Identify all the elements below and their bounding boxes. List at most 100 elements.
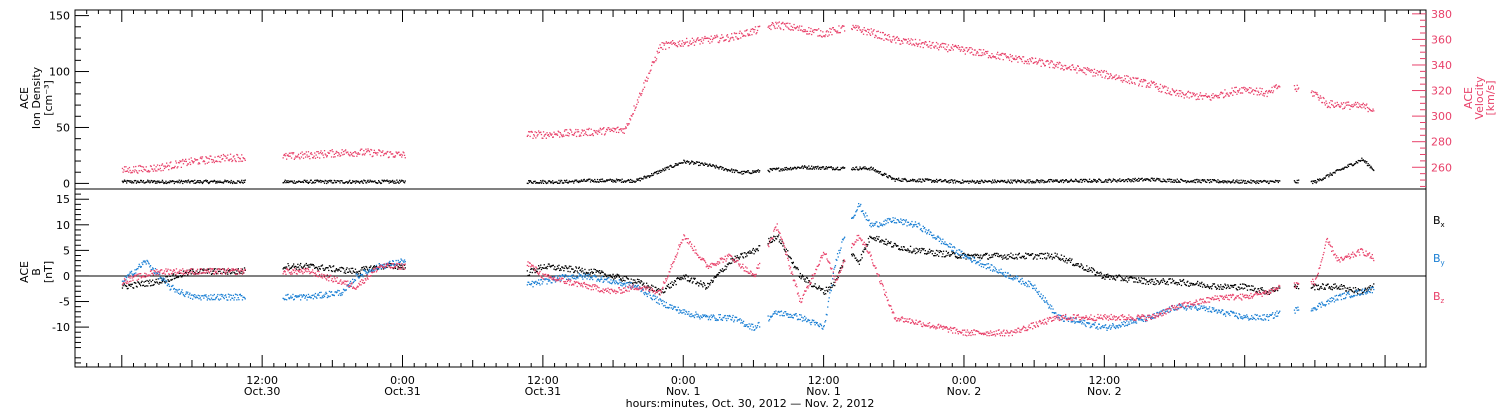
bx-series-point bbox=[826, 289, 828, 291]
velocity-series-point bbox=[1149, 86, 1151, 88]
by-series-point bbox=[348, 286, 350, 288]
by-series-point bbox=[393, 264, 395, 267]
density-series-point bbox=[563, 182, 565, 184]
density-series-point bbox=[931, 180, 933, 182]
velocity-series-point bbox=[807, 33, 809, 35]
velocity-series-point bbox=[618, 131, 620, 134]
by-series-point bbox=[608, 277, 610, 279]
density-series-point bbox=[754, 171, 756, 173]
velocity-series-point bbox=[1001, 52, 1003, 55]
velocity-series-point bbox=[142, 166, 145, 168]
velocity-series-point bbox=[533, 134, 535, 136]
bx-series-point bbox=[319, 268, 321, 270]
velocity-series-point bbox=[328, 152, 331, 154]
bx-series-point bbox=[994, 252, 996, 255]
density-series-point bbox=[1090, 181, 1092, 183]
velocity-series-point bbox=[919, 39, 921, 41]
velocity-series-point bbox=[1206, 95, 1208, 98]
velocity-series-point bbox=[194, 159, 197, 161]
by-series-point bbox=[563, 276, 566, 278]
density-series-point bbox=[1037, 179, 1039, 182]
density-series-point bbox=[691, 160, 693, 163]
velocity-series-point bbox=[142, 170, 144, 173]
bx-series-point bbox=[173, 278, 175, 280]
bx-series-point bbox=[555, 269, 557, 271]
bx-series-point bbox=[915, 247, 917, 249]
velocity-series-point bbox=[1093, 71, 1095, 74]
density-series-point bbox=[232, 180, 234, 183]
velocity-series-point bbox=[756, 32, 758, 34]
bx-series-point bbox=[987, 258, 989, 260]
by-series-point bbox=[365, 272, 367, 274]
bx-series-point bbox=[164, 281, 166, 283]
density-series-point bbox=[643, 175, 646, 177]
velocity-series-point bbox=[614, 129, 616, 131]
density-series-point bbox=[893, 178, 896, 180]
bx-series-point bbox=[123, 283, 125, 285]
bx-series-point bbox=[782, 245, 784, 247]
velocity-series-point bbox=[741, 33, 743, 35]
velocity-series-point bbox=[622, 128, 625, 130]
velocity-series-point bbox=[786, 26, 788, 28]
bx-series-point bbox=[904, 248, 906, 251]
bx-series-point bbox=[924, 250, 926, 252]
density-series-point bbox=[401, 180, 404, 182]
velocity-series-point bbox=[135, 165, 137, 168]
bx-series-point bbox=[635, 282, 637, 284]
velocity-series-point bbox=[1232, 90, 1235, 92]
velocity-series-point bbox=[907, 38, 910, 40]
density-series-point bbox=[1075, 179, 1077, 181]
velocity-series-point bbox=[183, 160, 185, 162]
velocity-series-point bbox=[1211, 97, 1213, 99]
density-series-point bbox=[669, 164, 672, 167]
velocity-series-point bbox=[578, 135, 580, 137]
bx-series-point bbox=[777, 236, 779, 238]
bx-series-point bbox=[234, 272, 236, 274]
velocity-series-point bbox=[652, 61, 654, 63]
density-series-point bbox=[199, 182, 201, 184]
bx-series-point bbox=[958, 254, 960, 256]
bx-series-point bbox=[363, 266, 365, 268]
density-series-point bbox=[876, 170, 878, 172]
density-series-point bbox=[623, 180, 625, 182]
velocity-series-point bbox=[168, 165, 171, 167]
bx-series-point bbox=[1319, 287, 1321, 290]
density-series-point bbox=[613, 180, 616, 183]
density-series-point bbox=[1182, 180, 1185, 182]
by-series-point bbox=[227, 299, 229, 301]
velocity-series-point bbox=[934, 45, 936, 47]
density-series-point bbox=[385, 180, 387, 182]
bx-series-point bbox=[552, 264, 554, 267]
bx-series-point bbox=[530, 268, 533, 270]
velocity-series-point bbox=[1079, 69, 1082, 71]
density-series-point bbox=[1133, 181, 1135, 183]
bx-series-point bbox=[1183, 281, 1185, 284]
velocity-series-point bbox=[778, 25, 780, 27]
density-series-point bbox=[1065, 179, 1067, 181]
density-series-point bbox=[589, 178, 591, 180]
bx-series-point bbox=[1108, 274, 1110, 277]
velocity-series-point bbox=[293, 152, 295, 154]
bx-series-point bbox=[389, 262, 391, 265]
velocity-series-point bbox=[675, 44, 677, 47]
density-series-point bbox=[607, 179, 609, 181]
density-series-point bbox=[596, 181, 598, 183]
velocity-series-point bbox=[947, 44, 950, 46]
density-series-point bbox=[1138, 177, 1140, 180]
bx-series-point bbox=[1316, 285, 1318, 287]
bx-series-point bbox=[615, 274, 617, 277]
bx-series-point bbox=[641, 281, 643, 283]
by-series-point bbox=[158, 278, 160, 280]
density-series-point bbox=[206, 180, 208, 183]
bx-series-point bbox=[1358, 290, 1360, 292]
bx-series-point bbox=[900, 246, 903, 248]
velocity-series-point bbox=[586, 128, 588, 130]
density-series-point bbox=[634, 181, 636, 183]
bx-series-point bbox=[144, 285, 146, 287]
density-series-point bbox=[330, 179, 333, 182]
density-series-point bbox=[1020, 179, 1023, 181]
bx-series-point bbox=[546, 268, 548, 270]
density-series-point bbox=[1368, 164, 1371, 166]
velocity-series-point bbox=[975, 52, 978, 54]
velocity-series-point bbox=[985, 51, 987, 53]
